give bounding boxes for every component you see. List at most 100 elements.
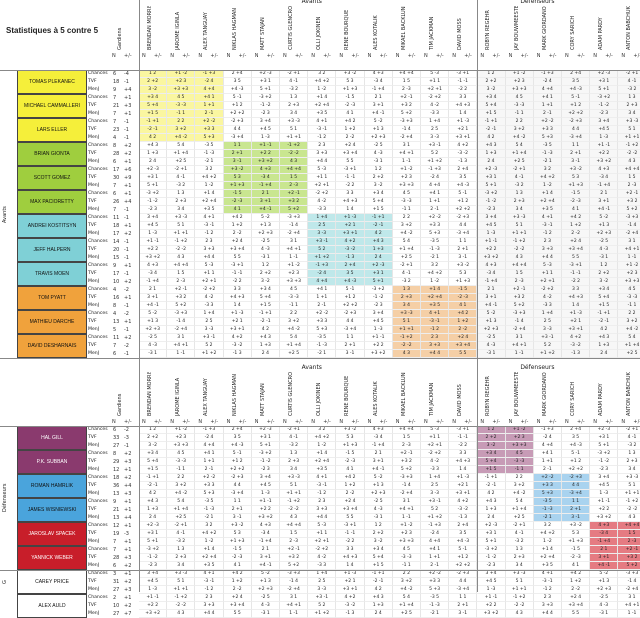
stat-cell: -3 +2 [477,190,506,198]
stat-cell: +2 -1 [392,450,421,458]
stat-cell: 4 2 [364,230,393,238]
stat-cell: 1 +4 [421,118,450,126]
stat-cell: 5 3 [449,270,478,278]
stat-cell: 1 5 [392,434,421,442]
goalie-pm: -1 [124,215,129,221]
stat-cell: 5 +2 [392,110,421,118]
stat-cell: -1 +2 [392,334,421,342]
stat-cell: 4 +4 [195,86,224,94]
column-header-bot: NIKLAS HAGMAN [231,373,238,416]
goalie-pm: -1 [124,247,129,253]
player-name: ALEX AULD [17,594,87,618]
sub-n-top: N [311,53,315,59]
stat-cell: -2 3 [139,206,168,214]
stat-cell: 2 4 [364,254,393,262]
sub-n-bot: N [508,419,513,425]
stat-cell: 5 1 [280,482,309,490]
sub-n-top: N [452,53,456,59]
stat-cell: 2 1 [590,546,619,554]
stat-cell: -3 +4 [223,490,252,498]
row-label: Chances [88,311,108,316]
sub-n-top: N [621,53,626,59]
goalie-n: 17 [113,231,120,237]
stat-cell: 1 2 [590,262,619,270]
stat-cell: 3 -1 [562,514,591,522]
stat-cell: +2 +1 [421,86,450,94]
goalie-n: 8 [113,143,117,149]
stat-cell: +1 1 [308,174,337,182]
stat-cell: -3 -2 [336,246,365,254]
stat-cell: 2 +2 [364,174,393,182]
stat-cell: 4 +3 [364,70,393,78]
stat-cell: +1 2 [449,554,478,562]
player-name: DAVID DESHARNAIS [17,334,87,358]
stat-cell: -1 2 [308,134,337,142]
stat-cell: +1 +4 [167,506,196,514]
stat-cell: 4 2 [251,326,280,334]
stat-cell: 5 3 [336,78,365,86]
stat-cell: +2 2 [364,342,393,350]
column-header-top: DAVID MOSS [457,18,464,50]
sub-n-bot: N [170,419,174,425]
stat-cell: 4 -1 [618,434,640,442]
stat-cell: +3 5 [195,206,224,214]
sub-n-bot: N [142,419,146,425]
row-label: TVF [88,319,97,324]
stat-cell: +1 -2 [618,262,640,270]
sub-pm-bot: +/- [407,419,416,425]
stat-cell: 2 4 [139,158,168,166]
player-name: JEFF HALPERN [17,238,87,262]
stat-cell: +3 +4 [336,150,365,158]
sub-pm-bot: +/- [548,419,557,425]
stat-cell: +2 5 [167,158,196,166]
stat-cell: -3 +1 [562,262,591,270]
stat-cell: 1 1 [449,238,478,246]
stat-cell: +2 2 [139,246,168,254]
stat-cell: 3 4 [280,110,309,118]
stat-cell: 5 1 [505,222,534,230]
goalie-n: 19 [113,531,120,537]
stat-cell: 5 +2 [280,206,309,214]
stat-cell: -2 5 [251,238,280,246]
stat-cell: +4 +2 [308,434,337,442]
stat-cell: 4 -1 [505,174,534,182]
stat-cell: 2 1 [477,286,506,294]
goalie-n: 7 [113,343,117,349]
stat-cell: +4 +2 [533,174,562,182]
goalie-n: 8 [113,451,117,457]
stat-cell: -3 1 [364,158,393,166]
stat-cell: 3 -3 [421,134,450,142]
stat-cell: +3 4 [364,190,393,198]
stat-cell: +3 +3 [167,442,196,450]
stat-cell: -1 1 [505,466,534,474]
stat-cell: 1 3 [505,546,534,554]
stat-cell: 1 -2 [421,278,450,286]
stat-cell: +3 -3 [618,474,640,482]
row-label: MenJ [88,539,100,544]
goalie-pm: +1 [124,183,132,189]
stat-cell: +3 +2 [251,514,280,522]
stat-cell: 3 -3 [308,586,337,594]
stat-cell: +2 +3 [251,230,280,238]
goalie-n: 33 [113,435,120,441]
stat-cell: -2 4 [421,530,450,538]
goalie-n: 10 [113,603,120,609]
stat-cell: -2 -2 [505,602,534,610]
stat-cell: 2 -1 [421,206,450,214]
stat-cell: -2 +2 [533,286,562,294]
row-label: Chances [88,499,108,504]
stat-cell: 1 2 [251,262,280,270]
stat-cell: +1 2 [336,294,365,302]
stat-cell: 3 +3 [308,150,337,158]
stat-cell: -1 3 [449,514,478,522]
stat-cell: +4 3 [139,498,168,506]
stat-cell: -3 +2 [590,94,619,102]
player-name: CAREY PRICE [17,570,87,594]
column-header-bot: JAROME IGINLA [175,377,182,416]
stat-cell: 4 -2 [195,294,224,302]
stat-cell: 1 +3 [139,506,168,514]
row-label: MenJ [88,207,100,212]
stat-cell: 4 +4 [421,538,450,546]
stat-cell: +3 +1 [223,326,252,334]
stat-cell: -2 3 [251,466,280,474]
